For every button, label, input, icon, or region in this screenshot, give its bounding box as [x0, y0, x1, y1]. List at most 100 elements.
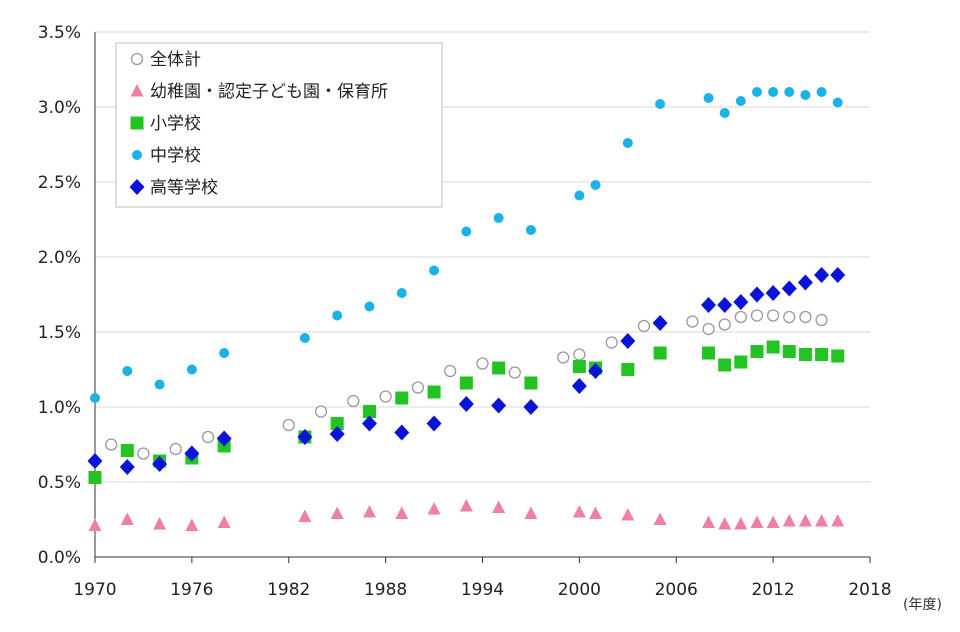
data-point [816, 87, 827, 97]
data-point [459, 376, 473, 390]
x-tick-label: 2018 [848, 580, 891, 600]
data-point [185, 518, 199, 531]
data-point [588, 363, 604, 379]
data-point [782, 345, 796, 358]
x-unit-label: (年度) [903, 597, 942, 613]
data-point [122, 366, 133, 376]
series-2 [88, 340, 845, 484]
series-4 [87, 267, 846, 475]
legend-item: 高等学校 [129, 178, 218, 198]
data-point [169, 442, 182, 456]
legend-marker [130, 116, 144, 130]
legend-label: 全体計 [150, 50, 201, 70]
data-point [298, 509, 312, 522]
data-point [119, 459, 135, 475]
data-point [557, 351, 570, 364]
data-point [734, 355, 748, 369]
x-tick-label: 2006 [655, 580, 698, 600]
data-point [750, 345, 764, 358]
data-point [831, 514, 845, 527]
data-point [219, 348, 230, 358]
data-point [330, 506, 344, 519]
legend-item: 幼稚園・認定子ども園・保育所 [130, 82, 388, 102]
data-point [573, 348, 586, 361]
data-point [815, 348, 829, 361]
data-point [766, 309, 780, 322]
y-tick-label: 2.5% [38, 173, 81, 193]
data-point [750, 515, 764, 528]
data-point [314, 405, 328, 418]
data-point [751, 87, 762, 97]
data-point [620, 333, 636, 349]
data-point [815, 514, 829, 527]
y-tick-label: 2.0% [38, 248, 81, 268]
data-point [653, 346, 667, 360]
data-point [364, 301, 375, 312]
data-point [750, 309, 764, 322]
x-tick-label: 2012 [751, 580, 794, 600]
data-point [395, 506, 409, 519]
data-point [461, 226, 472, 237]
data-point [154, 379, 165, 390]
data-point [394, 424, 410, 441]
data-point [800, 90, 811, 100]
data-point [492, 500, 506, 513]
legend-marker [132, 150, 142, 160]
data-point [493, 213, 504, 223]
legend-box [115, 42, 443, 208]
data-point [508, 366, 521, 379]
data-point [104, 438, 118, 451]
data-point [571, 378, 587, 394]
data-point [523, 399, 539, 415]
data-point [814, 267, 830, 283]
data-point [362, 505, 376, 518]
data-point [815, 313, 828, 327]
data-point [201, 430, 215, 444]
data-point [653, 512, 667, 525]
data-point [702, 515, 716, 528]
data-point [152, 456, 168, 472]
data-point [458, 396, 474, 412]
data-point [379, 390, 392, 403]
data-point [782, 514, 796, 527]
data-point [830, 267, 846, 283]
data-point [329, 426, 345, 442]
data-point [361, 415, 377, 432]
data-point [784, 87, 795, 97]
legend-marker [130, 84, 144, 97]
data-point [427, 385, 441, 399]
y-tick-label: 1.5% [38, 323, 81, 343]
data-point [766, 515, 780, 528]
data-point [347, 394, 360, 408]
y-tick-label: 0.0% [38, 548, 81, 568]
data-point [766, 340, 780, 354]
legend-marker [130, 52, 144, 66]
data-point [717, 297, 733, 313]
x-tick-label: 1994 [461, 580, 504, 600]
data-point [637, 319, 651, 333]
data-point [525, 225, 536, 235]
data-point [395, 391, 409, 405]
data-point [734, 310, 747, 324]
data-point [444, 364, 457, 378]
data-point [492, 361, 506, 375]
data-point [702, 346, 716, 360]
data-point [88, 471, 102, 484]
data-point [362, 405, 376, 418]
data-point [524, 376, 538, 390]
x-tick-label: 1982 [267, 580, 310, 600]
series-0 [104, 309, 828, 460]
data-point [718, 318, 731, 331]
x-tick-label: 1970 [73, 580, 116, 600]
data-point [652, 315, 668, 331]
data-point [297, 429, 313, 445]
data-point [87, 453, 103, 469]
data-point [686, 315, 699, 328]
x-tick-label: 2000 [558, 580, 601, 600]
data-point [120, 512, 134, 525]
data-point [429, 265, 440, 276]
data-point [216, 430, 232, 447]
data-point [765, 285, 781, 301]
